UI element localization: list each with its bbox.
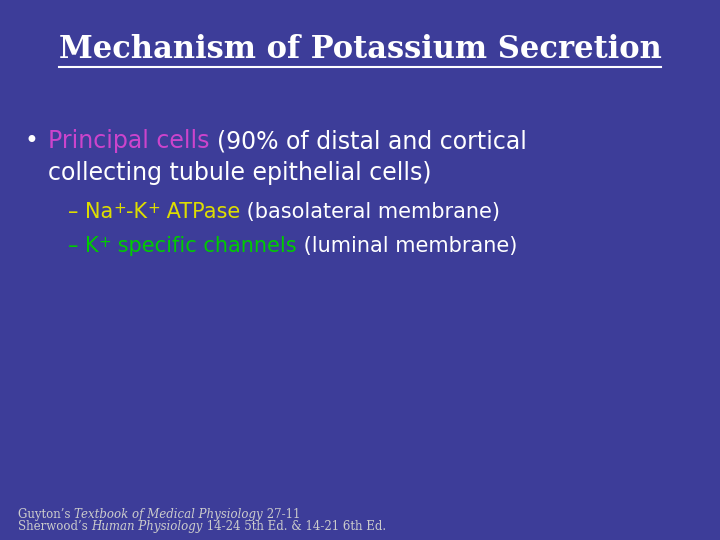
Text: ATPase: ATPase [160, 202, 240, 222]
Text: (basolateral membrane): (basolateral membrane) [240, 202, 500, 222]
Text: +: + [147, 201, 160, 216]
Text: Human Physiology: Human Physiology [91, 520, 203, 533]
Text: +: + [99, 235, 112, 250]
Text: 27-11: 27-11 [263, 508, 300, 521]
Text: Sherwood’s: Sherwood’s [18, 520, 91, 533]
Text: –: – [68, 236, 85, 256]
Text: –: – [68, 202, 85, 222]
Text: K: K [85, 236, 99, 256]
Text: Mechanism of Potassium Secretion: Mechanism of Potassium Secretion [58, 34, 662, 65]
Text: (luminal membrane): (luminal membrane) [297, 236, 518, 256]
Text: Guyton’s: Guyton’s [18, 508, 74, 521]
Text: Na: Na [85, 202, 113, 222]
Text: collecting tubule epithelial cells): collecting tubule epithelial cells) [48, 161, 431, 185]
Text: Textbook of Medical Physiology: Textbook of Medical Physiology [74, 508, 263, 521]
Text: +: + [113, 201, 126, 216]
Text: -K: -K [126, 202, 147, 222]
Text: 14-24 5th Ed. & 14-21 6th Ed.: 14-24 5th Ed. & 14-21 6th Ed. [203, 520, 386, 533]
Text: •: • [25, 130, 39, 153]
Text: specific channels: specific channels [112, 236, 297, 256]
Text: (90% of distal and cortical: (90% of distal and cortical [217, 129, 527, 153]
Text: Principal cells: Principal cells [48, 129, 217, 153]
